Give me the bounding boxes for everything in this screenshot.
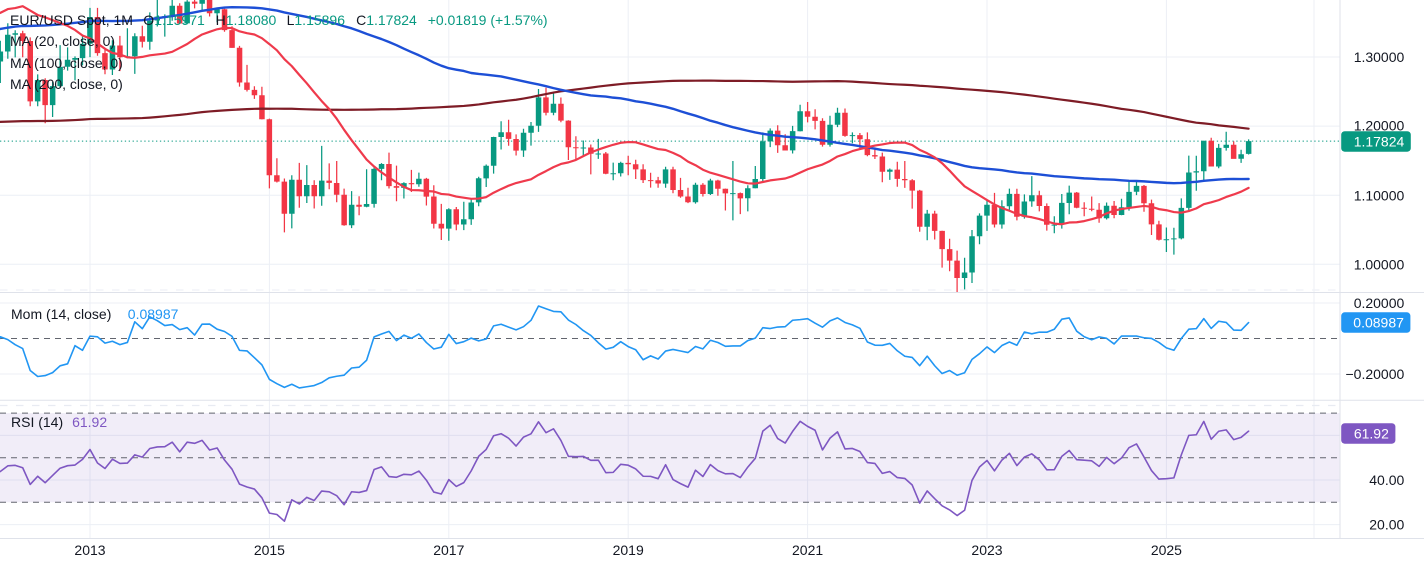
svg-text:2015: 2015 xyxy=(254,542,285,558)
svg-text:1.17824: 1.17824 xyxy=(1354,133,1405,149)
svg-text:RSI (14): RSI (14) xyxy=(11,414,63,430)
svg-text:40.00: 40.00 xyxy=(1369,472,1404,488)
svg-text:1.00000: 1.00000 xyxy=(1354,257,1405,273)
svg-text:1.10000: 1.10000 xyxy=(1354,188,1405,204)
svg-text:MA (200, close, 0): MA (200, close, 0) xyxy=(10,76,123,92)
svg-text:2013: 2013 xyxy=(74,542,105,558)
svg-text:61.92: 61.92 xyxy=(72,414,107,430)
svg-text:Mom (14, close): Mom (14, close) xyxy=(11,306,111,322)
svg-text:2023: 2023 xyxy=(971,542,1002,558)
svg-text:−0.20000: −0.20000 xyxy=(1346,366,1405,382)
svg-text:2025: 2025 xyxy=(1151,542,1182,558)
svg-text:1.20000: 1.20000 xyxy=(1354,118,1405,134)
svg-text:2017: 2017 xyxy=(433,542,464,558)
svg-text:MA (20, close, 0): MA (20, close, 0) xyxy=(10,33,115,49)
svg-text:MA (100, close, 0): MA (100, close, 0) xyxy=(10,55,123,71)
svg-text:0.20000: 0.20000 xyxy=(1354,295,1405,311)
svg-text:20.00: 20.00 xyxy=(1369,517,1404,533)
svg-text:1.30000: 1.30000 xyxy=(1354,49,1405,65)
svg-text:2021: 2021 xyxy=(792,542,823,558)
svg-text:0.08987: 0.08987 xyxy=(128,306,179,322)
svg-text:61.92: 61.92 xyxy=(1354,425,1389,441)
svg-text:2019: 2019 xyxy=(613,542,644,558)
svg-text:0.08987: 0.08987 xyxy=(1353,315,1404,331)
